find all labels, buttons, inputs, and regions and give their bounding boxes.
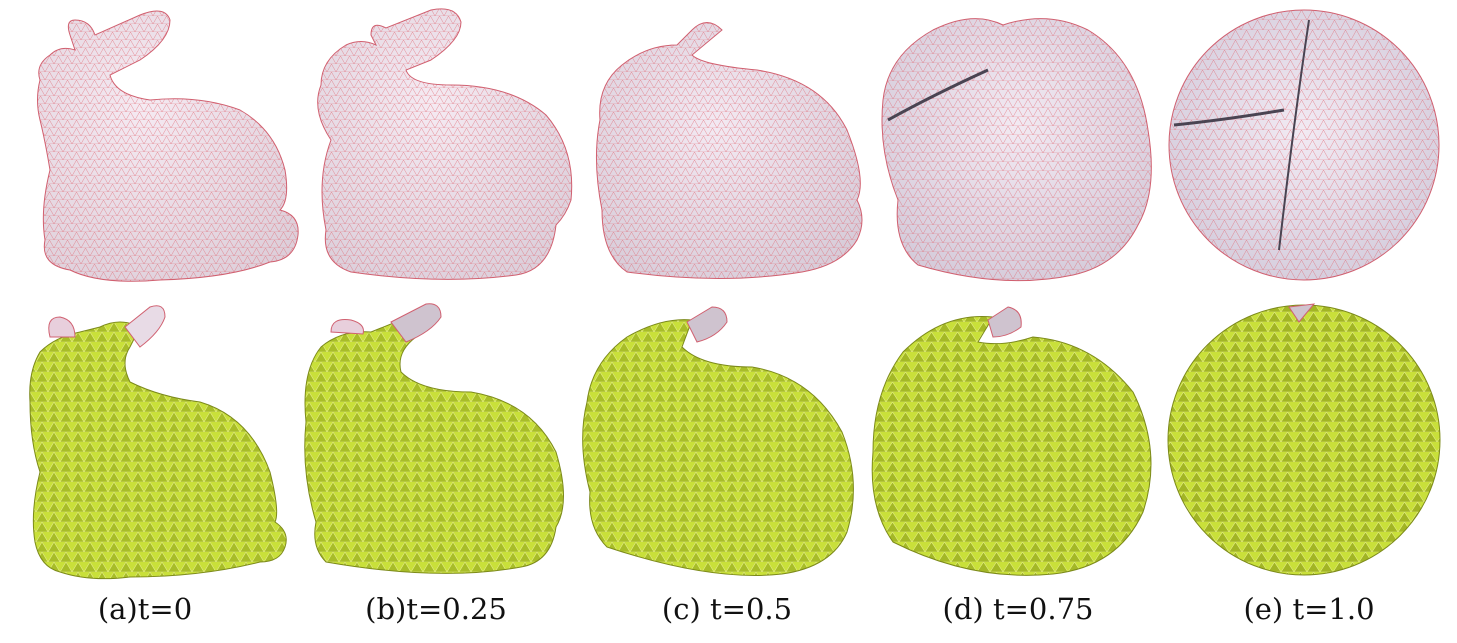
bunny-mesh-d [881, 18, 1152, 282]
caption-b: (b)t=0.25 [365, 592, 507, 626]
bunny-cut-a [29, 305, 287, 580]
bunny-cut-c [582, 306, 854, 576]
caption-e: (e) t=1.0 [1243, 592, 1375, 626]
bunny-shape-a [37, 10, 299, 282]
bunny-mesh-b [317, 8, 573, 280]
panel-e: (e) t=1.0 [1164, 0, 1455, 626]
caption-c: (c) t=0.5 [661, 592, 793, 626]
panel-b: (b)t=0.25 [291, 0, 582, 626]
bunny-cut-d [871, 306, 1152, 576]
caption-d: (d) t=0.75 [942, 592, 1094, 626]
bunny-cut-e [1167, 303, 1441, 576]
bunny-mesh-c [595, 22, 863, 279]
panel-d: (d) t=0.75 [871, 0, 1164, 626]
bunny-mesh-a [37, 10, 299, 282]
bunny-mesh-e [1168, 9, 1440, 281]
bunny-cut-b [304, 303, 564, 574]
caption-a: (a)t=0 [97, 592, 193, 626]
panel-c: (c) t=0.5 [582, 0, 873, 626]
panel-a: (a)t=0 [0, 0, 299, 626]
